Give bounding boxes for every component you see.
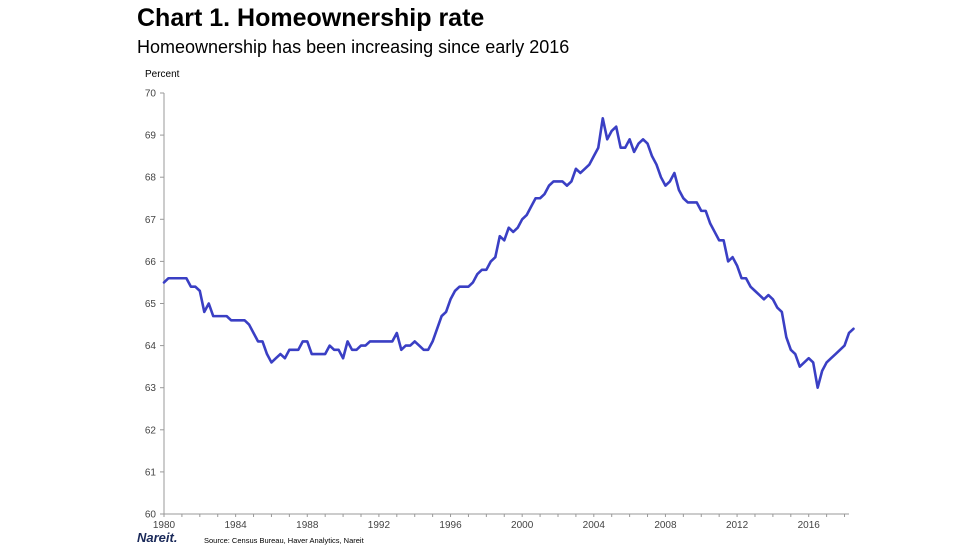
x-tick-label: 1980 [153,520,176,531]
nareit-logo: Nareit. [137,530,178,545]
x-tick-label: 1988 [296,520,319,531]
x-tick-label: 2008 [654,520,677,531]
y-tick-label: 69 [145,131,157,142]
y-tick-label: 65 [145,299,157,310]
y-tick-label: 64 [145,341,157,352]
series-line-homeownership-rate [162,116,855,389]
x-axis: 1980 1984 1988 1992 1996 2000 2004 2008 2012 2016 [153,513,849,531]
chart-title: Chart 1. Homeownership rate [137,4,485,32]
y-tick-label: 67 [145,215,157,226]
y-tick-label: 61 [145,467,157,478]
x-tick-label: 1984 [225,520,248,531]
y-tick-label: 68 [145,173,157,184]
y-tick-label: 66 [145,257,157,268]
x-tick-label: 2016 [798,520,821,531]
x-tick-label: 1996 [439,520,462,531]
x-tick-label: 2012 [726,520,749,531]
y-axis: 60 61 62 63 64 65 66 67 68 69 70 [145,89,165,521]
chart-subtitle: Homeownership has been increasing since … [137,37,570,57]
y-tick-label: 70 [145,89,157,100]
x-tick-label: 1992 [368,520,391,531]
source-note: Source: Census Bureau, Haver Analytics, … [204,536,364,545]
x-tick-label: 2000 [511,520,534,531]
x-tick-label: 2004 [583,520,606,531]
y-tick-label: 62 [145,425,157,436]
series-layer [162,116,855,389]
y-tick-label: 63 [145,383,157,394]
y-axis-label: Percent [145,69,180,80]
y-tick-label: 60 [145,510,157,521]
